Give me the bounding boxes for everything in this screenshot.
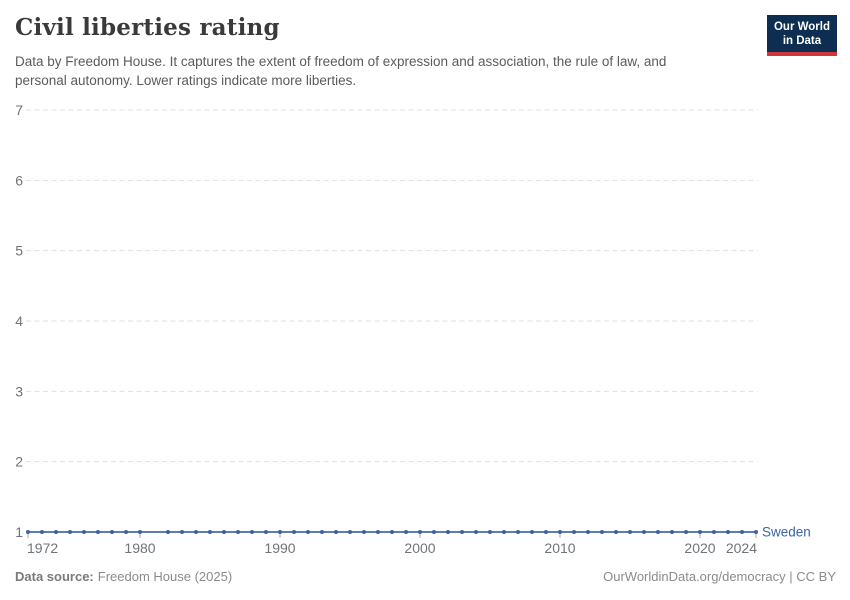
data-point[interactable] (26, 530, 30, 534)
data-point[interactable] (348, 530, 352, 534)
data-point[interactable] (306, 530, 310, 534)
data-point[interactable] (404, 530, 408, 534)
chart-subtitle: Data by Freedom House. It captures the e… (15, 52, 666, 90)
series-label-sweden[interactable]: Sweden (762, 525, 811, 540)
data-point[interactable] (82, 530, 86, 534)
data-point[interactable] (572, 530, 576, 534)
data-point[interactable] (362, 530, 366, 534)
data-point[interactable] (684, 530, 688, 534)
data-point[interactable] (600, 530, 604, 534)
y-axis-tick-label: 7 (15, 102, 23, 118)
data-point[interactable] (726, 530, 730, 534)
y-axis-tick-label: 6 (15, 172, 23, 188)
chart-subtitle-line1: Data by Freedom House. It captures the e… (15, 54, 667, 69)
data-point[interactable] (544, 530, 548, 534)
x-axis-tick-label: 1980 (124, 540, 155, 556)
chart-footer: Data source: Freedom House (2025) OurWorl… (15, 569, 836, 584)
data-point[interactable] (320, 530, 324, 534)
data-point[interactable] (264, 530, 268, 534)
data-point[interactable] (530, 530, 534, 534)
chart-subtitle-line2: personal autonomy. Lower ratings indicat… (15, 73, 357, 88)
data-point[interactable] (754, 530, 758, 534)
chart-title: Civil liberties rating (15, 14, 280, 41)
data-point[interactable] (628, 530, 632, 534)
data-point[interactable] (460, 530, 464, 534)
data-source-note: Data source: Freedom House (2025) (15, 569, 232, 584)
data-point[interactable] (432, 530, 436, 534)
data-point[interactable] (250, 530, 254, 534)
x-axis-tick-label: 1972 (27, 540, 58, 556)
data-point[interactable] (180, 530, 184, 534)
data-point[interactable] (54, 530, 58, 534)
owid-logo-line1: Our World (773, 21, 830, 33)
data-point[interactable] (586, 530, 590, 534)
data-point[interactable] (278, 530, 282, 534)
data-point[interactable] (292, 530, 296, 534)
data-point[interactable] (166, 530, 170, 534)
data-point[interactable] (236, 530, 240, 534)
data-point[interactable] (68, 530, 72, 534)
data-point[interactable] (40, 530, 44, 534)
x-axis-tick-label: 1990 (264, 540, 295, 556)
data-point[interactable] (740, 530, 744, 534)
data-point[interactable] (110, 530, 114, 534)
y-axis-tick-label: 5 (15, 243, 23, 259)
x-axis-tick-label: 2024 (726, 540, 757, 556)
data-point[interactable] (516, 530, 520, 534)
data-point[interactable] (334, 530, 338, 534)
data-point[interactable] (502, 530, 506, 534)
data-source-label: Data source: (15, 569, 94, 584)
data-point[interactable] (670, 530, 674, 534)
data-point[interactable] (124, 530, 128, 534)
data-point[interactable] (614, 530, 618, 534)
x-axis-tick-label: 2000 (404, 540, 435, 556)
y-axis-tick-label: 3 (15, 383, 23, 399)
data-point[interactable] (96, 530, 100, 534)
data-point[interactable] (418, 530, 422, 534)
data-point[interactable] (194, 530, 198, 534)
data-point[interactable] (488, 530, 492, 534)
owid-logo[interactable]: Our World in Data (766, 15, 837, 56)
data-point[interactable] (642, 530, 646, 534)
data-point[interactable] (390, 530, 394, 534)
y-axis-tick-label: 4 (15, 313, 23, 329)
owid-logo-line2: in Data (782, 34, 822, 47)
data-point[interactable] (712, 530, 716, 534)
data-point[interactable] (222, 530, 226, 534)
x-axis-tick-label: 2010 (544, 540, 575, 556)
data-point[interactable] (474, 530, 478, 534)
x-axis-tick-label: 2020 (684, 540, 715, 556)
data-source-value: Freedom House (2025) (97, 569, 233, 584)
data-point[interactable] (446, 530, 450, 534)
data-point[interactable] (558, 530, 562, 534)
y-axis-tick-label: 1 (15, 524, 23, 540)
data-point[interactable] (376, 530, 380, 534)
data-point[interactable] (656, 530, 660, 534)
data-point[interactable] (138, 530, 142, 534)
attribution-link[interactable]: OurWorldinData.org/democracy | CC BY (603, 569, 836, 584)
data-point[interactable] (208, 530, 212, 534)
data-point[interactable] (698, 530, 702, 534)
y-axis-tick-label: 2 (15, 454, 23, 470)
